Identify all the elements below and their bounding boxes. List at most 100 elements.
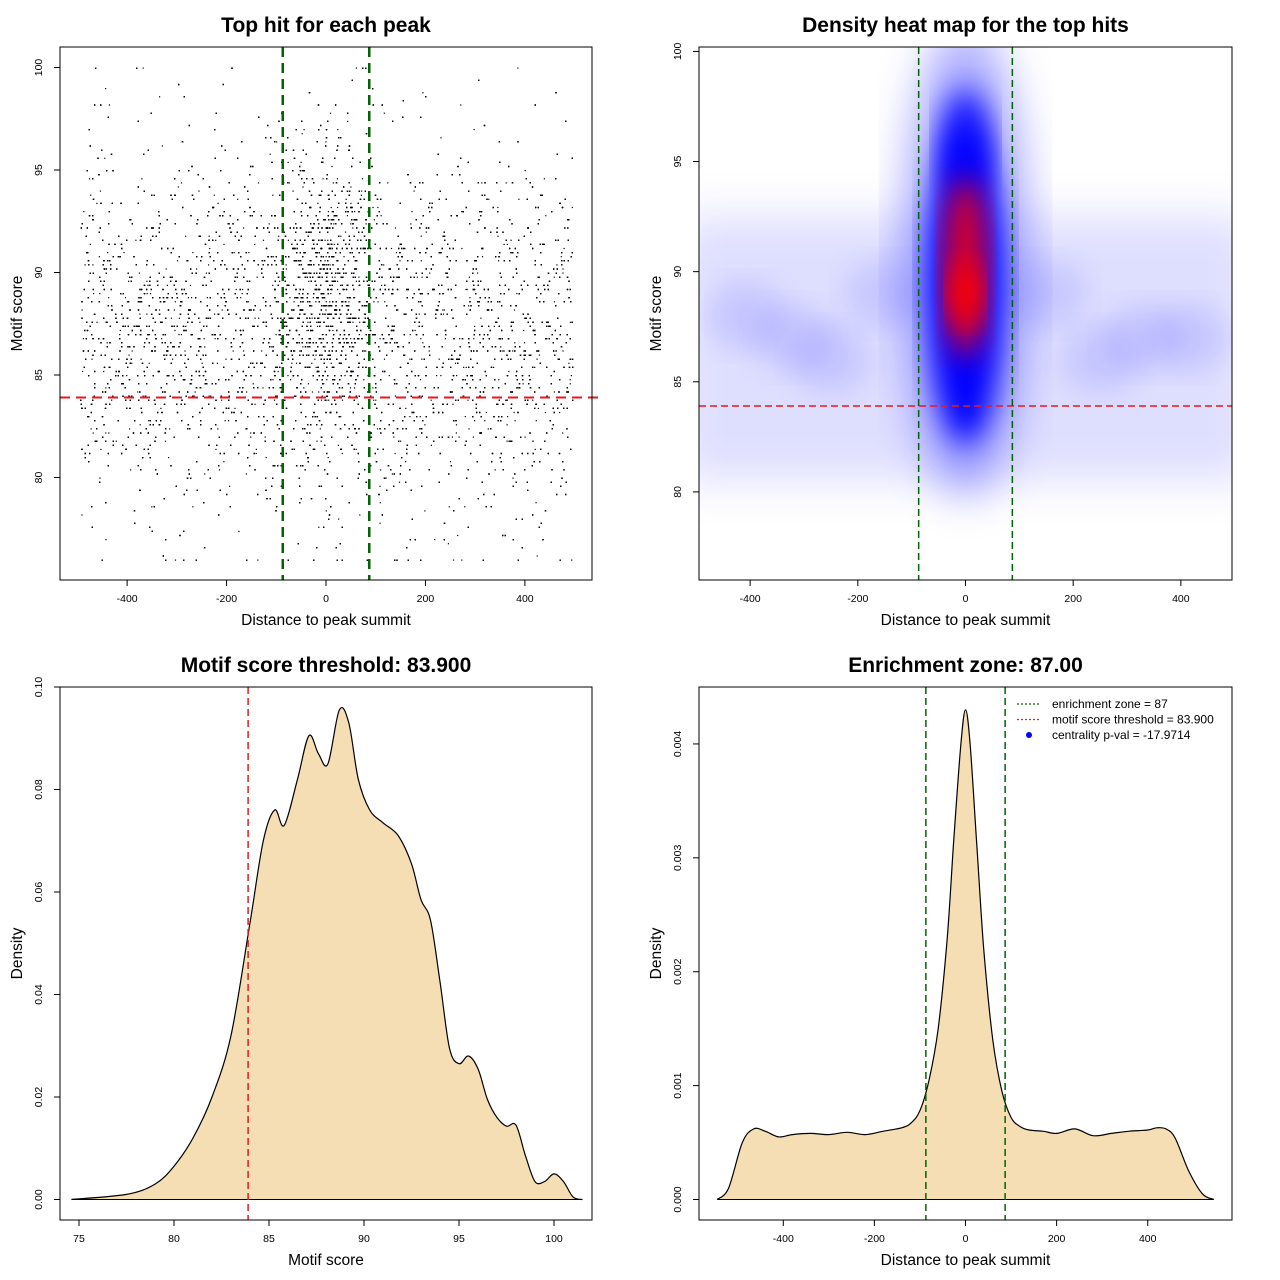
scatter-point xyxy=(321,268,323,270)
scatter-point xyxy=(320,440,322,442)
scatter-point xyxy=(346,317,348,319)
scatter-point xyxy=(285,321,288,323)
scatter-point xyxy=(151,506,153,508)
scatter-point xyxy=(232,350,234,352)
scatter-point xyxy=(299,276,301,278)
scatter-point xyxy=(327,194,329,196)
scatter-point xyxy=(350,202,352,204)
scatter-point xyxy=(353,297,355,299)
scatter-point xyxy=(221,399,223,401)
scatter-point xyxy=(544,411,547,414)
scatter-point xyxy=(272,256,274,258)
scatter-point xyxy=(318,526,320,528)
scatter-point xyxy=(506,440,508,442)
scatter-point xyxy=(173,309,175,311)
scatter-point xyxy=(148,420,150,422)
scatter-point xyxy=(395,252,398,254)
scatter-point xyxy=(209,247,211,250)
scatter-point xyxy=(336,260,338,262)
scatter-point xyxy=(193,395,195,397)
scatter-point xyxy=(536,358,538,360)
scatter-point xyxy=(130,469,132,471)
scatter-point xyxy=(223,461,225,463)
scatter-point xyxy=(131,362,133,364)
scatter-point xyxy=(508,370,510,373)
scatter-point xyxy=(215,448,217,450)
scatter-point xyxy=(271,346,273,348)
scatter-point xyxy=(205,272,207,274)
scatter-point xyxy=(339,395,341,397)
scatter-point xyxy=(338,518,340,520)
scatter-point xyxy=(128,280,130,282)
scatter-point xyxy=(452,403,454,405)
scatter-point xyxy=(534,448,536,450)
scatter-point xyxy=(217,428,219,430)
scatter-point xyxy=(254,317,256,319)
scatter-point xyxy=(556,264,558,266)
scatter-point xyxy=(559,411,561,414)
scatter-point xyxy=(553,301,556,303)
scatter-point xyxy=(510,239,512,241)
scatter-point xyxy=(365,350,367,352)
scatter-point xyxy=(98,256,100,258)
scatter-point xyxy=(119,329,121,332)
scatter-point xyxy=(317,202,319,204)
scatter-point xyxy=(105,387,107,389)
scatter-point xyxy=(243,227,245,229)
scatter-point xyxy=(442,313,445,315)
scatter-point xyxy=(512,350,514,352)
scatter-point xyxy=(225,358,227,360)
scatter-point xyxy=(468,305,470,307)
scatter-point xyxy=(524,436,526,438)
scatter-point xyxy=(545,215,547,217)
scatter-point xyxy=(377,301,379,303)
scatter-point xyxy=(326,379,328,381)
scatter-point xyxy=(331,211,333,213)
scatter-point xyxy=(460,104,462,106)
scatter-point xyxy=(224,420,226,422)
scatter-point xyxy=(372,206,374,209)
scatter-point xyxy=(302,186,304,188)
scatter-point xyxy=(265,457,267,459)
scatter-point xyxy=(469,297,471,299)
scatter-point xyxy=(524,170,526,172)
scatter-point xyxy=(535,502,537,504)
scatter-point xyxy=(237,198,239,200)
scatter-point xyxy=(203,338,205,340)
scatter-point xyxy=(318,391,320,393)
scatter-point xyxy=(262,387,264,389)
scatter-point xyxy=(394,227,397,229)
scatter-point xyxy=(341,452,343,455)
scatter-point xyxy=(405,461,407,463)
scatter-point xyxy=(568,362,570,364)
scatter-point xyxy=(300,161,302,163)
scatter-point xyxy=(105,88,107,90)
scatter-point xyxy=(88,178,91,180)
scatter-point xyxy=(238,530,240,532)
scatter-point xyxy=(92,432,94,434)
scatter-point xyxy=(399,260,401,262)
scatter-point xyxy=(506,424,508,426)
scatter-point xyxy=(332,182,334,184)
scatter-point xyxy=(286,293,288,295)
scatter-point xyxy=(304,313,306,315)
scatter-point xyxy=(302,346,304,348)
scatter-point xyxy=(383,112,385,114)
scatter-point xyxy=(273,399,276,401)
scatter-point xyxy=(422,342,424,344)
scatter-point xyxy=(291,362,293,364)
scatter-point xyxy=(468,428,470,430)
scatter-point xyxy=(321,395,323,397)
scatter-point xyxy=(329,112,332,114)
scatter-point xyxy=(383,358,386,360)
scatter-point xyxy=(391,473,393,475)
scatter-point xyxy=(359,321,361,323)
scatter-point xyxy=(340,416,342,418)
scatter-point xyxy=(325,510,327,512)
scatter-point xyxy=(546,338,548,340)
scatter-point xyxy=(254,403,256,405)
scatter-point xyxy=(174,301,176,303)
scatter-point xyxy=(336,280,339,282)
scatter-point xyxy=(562,432,564,434)
scatter-point xyxy=(383,264,385,266)
